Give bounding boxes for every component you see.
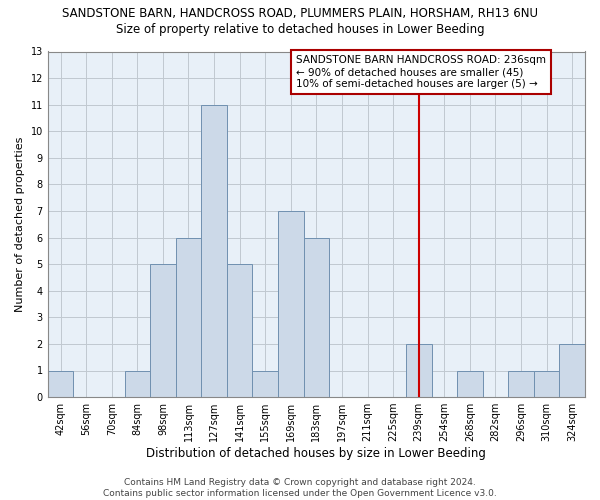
Bar xyxy=(176,238,201,397)
Text: SANDSTONE BARN, HANDCROSS ROAD, PLUMMERS PLAIN, HORSHAM, RH13 6NU: SANDSTONE BARN, HANDCROSS ROAD, PLUMMERS… xyxy=(62,8,538,20)
Bar xyxy=(304,238,329,397)
Bar xyxy=(457,370,482,397)
Bar xyxy=(253,370,278,397)
Text: SANDSTONE BARN HANDCROSS ROAD: 236sqm
← 90% of detached houses are smaller (45)
: SANDSTONE BARN HANDCROSS ROAD: 236sqm ← … xyxy=(296,56,546,88)
Bar xyxy=(508,370,534,397)
Bar xyxy=(559,344,585,397)
X-axis label: Distribution of detached houses by size in Lower Beeding: Distribution of detached houses by size … xyxy=(146,447,487,460)
Text: Size of property relative to detached houses in Lower Beeding: Size of property relative to detached ho… xyxy=(116,22,484,36)
Bar xyxy=(278,211,304,397)
Text: Contains HM Land Registry data © Crown copyright and database right 2024.
Contai: Contains HM Land Registry data © Crown c… xyxy=(103,478,497,498)
Y-axis label: Number of detached properties: Number of detached properties xyxy=(15,136,25,312)
Bar xyxy=(201,104,227,397)
Bar xyxy=(48,370,73,397)
Bar xyxy=(227,264,253,397)
Bar xyxy=(125,370,150,397)
Bar xyxy=(534,370,559,397)
Bar xyxy=(150,264,176,397)
Bar xyxy=(406,344,431,397)
